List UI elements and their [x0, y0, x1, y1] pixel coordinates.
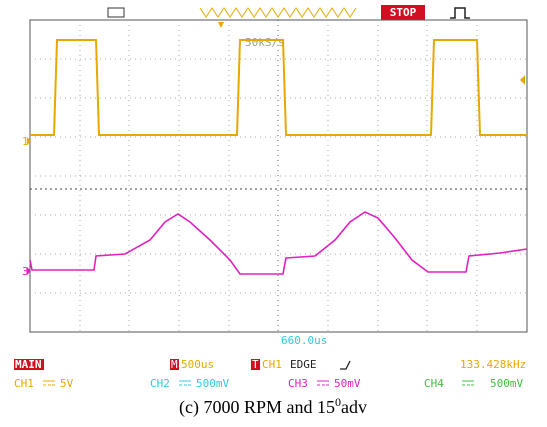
memory-icon	[108, 8, 124, 17]
ch1-name: CH1	[14, 377, 34, 390]
ch2-scale: 500mV	[196, 377, 229, 390]
caption: (c) 7000 RPM and 150adv	[179, 395, 367, 418]
graticule	[30, 20, 527, 332]
ch3-trace	[30, 212, 527, 274]
trigger-source: CH1	[262, 358, 282, 371]
timebase-tag: M	[171, 358, 178, 371]
frequency: 133.428kHz	[460, 358, 526, 371]
caption-text: (c) 7000 RPM and 15	[179, 397, 335, 418]
status-line: MAIN M 500us T CH1 EDGE 133.428kHz	[14, 358, 526, 371]
top-bar: STOP	[108, 5, 470, 20]
edge-icon	[340, 361, 350, 369]
ch1-coupling	[43, 381, 55, 385]
ch1-scale: 5V	[60, 377, 74, 390]
level-marker	[520, 75, 525, 85]
trigger-type: EDGE	[290, 358, 317, 371]
channel-line: CH1 5V CH2 500mV CH3 50mV CH4 500mV	[14, 377, 523, 390]
mode: MAIN	[15, 358, 42, 371]
trigger-icon	[450, 8, 470, 18]
ch4-name: CH4	[424, 377, 444, 390]
ch3-name: CH3	[288, 377, 308, 390]
ch2-coupling	[179, 381, 191, 385]
scope-screenshot: STOP 50kS/s 1 3 660.0us MAIN M 500us T C…	[0, 0, 547, 427]
ch2-name: CH2	[150, 377, 170, 390]
caption-suffix: adv	[341, 397, 367, 417]
ch3-scale: 50mV	[334, 377, 361, 390]
sample-rate: 50kS/s	[245, 36, 285, 49]
ch3-coupling	[317, 381, 329, 385]
ch4-scale: 500mV	[490, 377, 523, 390]
trigger-position: 660.0us	[281, 334, 327, 347]
run-state: STOP	[390, 6, 417, 19]
timebase: 500us	[181, 358, 214, 371]
page: STOP 50kS/s 1 3 660.0us MAIN M 500us T C…	[0, 0, 547, 427]
trigger-tag: T	[252, 358, 259, 371]
ch4-coupling	[462, 381, 474, 385]
trigger-marker	[218, 22, 224, 28]
memory-bar	[200, 8, 356, 17]
